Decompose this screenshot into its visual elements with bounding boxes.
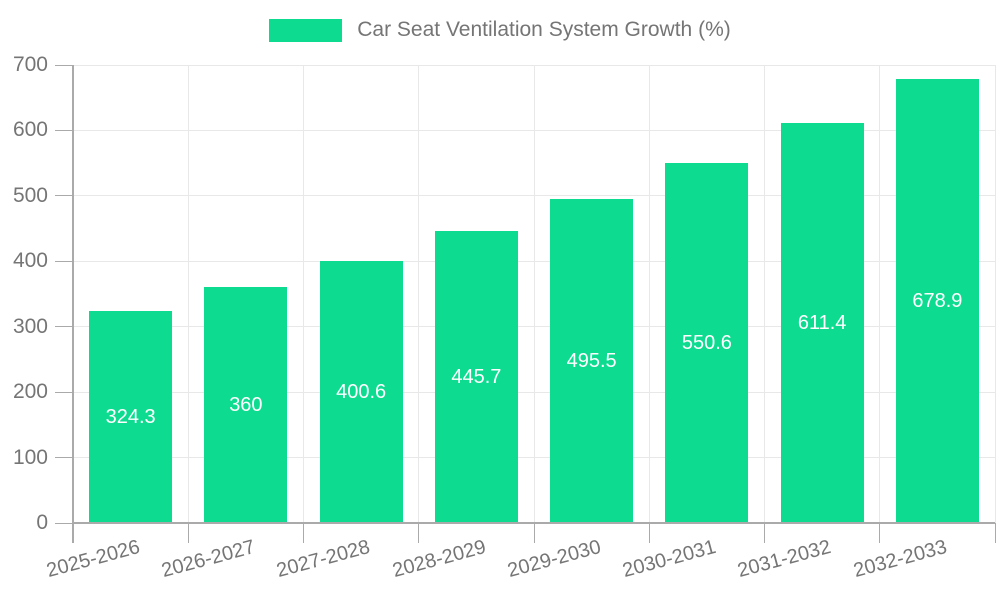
y-tick: [55, 391, 73, 393]
v-gridline: [994, 65, 996, 523]
y-tick-label: 500: [12, 183, 48, 207]
x-tick-label: 2029-2030: [505, 536, 604, 583]
v-gridline: [187, 65, 189, 523]
v-gridline: [303, 65, 304, 523]
x-tick: [533, 523, 535, 543]
y-tick-label: 100: [12, 445, 48, 469]
y-tick: [55, 64, 73, 66]
x-tick-label: 2025-2026: [44, 536, 143, 583]
x-tick-label: 2032-2033: [850, 536, 950, 583]
bar-value-label: 400.6: [336, 380, 387, 403]
legend: Car Seat Ventilation System Growth (%): [0, 18, 1000, 42]
bar-value-label: 495.5: [566, 349, 617, 372]
x-tick: [303, 523, 304, 543]
x-tick: [187, 523, 189, 543]
x-tick-label: 2026-2027: [159, 536, 258, 583]
bar-value-label: 611.4: [797, 311, 847, 334]
bar: [434, 231, 518, 523]
x-tick-label: 2030-2031: [620, 536, 719, 583]
bar: [895, 78, 979, 523]
bar: [550, 198, 634, 523]
bar-value-label: 550.6: [681, 331, 732, 354]
v-gridline: [648, 65, 650, 523]
y-tick: [55, 457, 73, 459]
y-tick-label: 400: [12, 249, 48, 273]
legend-swatch: [269, 18, 343, 42]
y-tick: [55, 195, 73, 197]
y-tick: [55, 260, 73, 262]
bar: [204, 287, 288, 523]
x-axis-line: [73, 522, 995, 524]
x-tick: [648, 523, 650, 543]
y-tick: [55, 326, 73, 328]
x-tick: [418, 523, 420, 543]
x-tick: [764, 523, 765, 543]
x-tick-label: 2028-2029: [389, 536, 489, 583]
bar: [780, 122, 864, 523]
v-gridline: [533, 65, 535, 523]
bar-value-label: 445.7: [451, 366, 502, 389]
y-tick-label: 700: [12, 53, 48, 76]
bar-value-label: 324.3: [105, 405, 156, 428]
x-tick-label: 2027-2028: [274, 536, 373, 583]
y-tick: [55, 129, 73, 131]
y-axis-line: [72, 65, 74, 543]
y-tick-label: 0: [36, 511, 48, 534]
bar-value-label: 678.9: [912, 289, 963, 312]
bar: [665, 162, 749, 523]
plot-area: 324.3 360 400.6 445.7 495.5 550.6 611.4 678.9 0 1…: [13, 53, 996, 582]
bar: [319, 260, 403, 523]
y-tick-label: 600: [12, 118, 48, 142]
y-tick: [55, 522, 73, 524]
y-tick-label: 300: [12, 314, 48, 338]
legend-label: Car Seat Ventilation System Growth (%): [357, 18, 731, 41]
y-tick-label: 200: [12, 380, 48, 404]
x-tick-label: 2031-2032: [735, 536, 834, 583]
v-gridline: [418, 65, 420, 523]
bar-value-label: 360: [229, 394, 263, 417]
v-gridline: [879, 65, 881, 523]
v-gridline: [764, 65, 765, 523]
x-tick: [994, 523, 996, 543]
x-tick: [879, 523, 881, 543]
bar: [89, 310, 173, 523]
